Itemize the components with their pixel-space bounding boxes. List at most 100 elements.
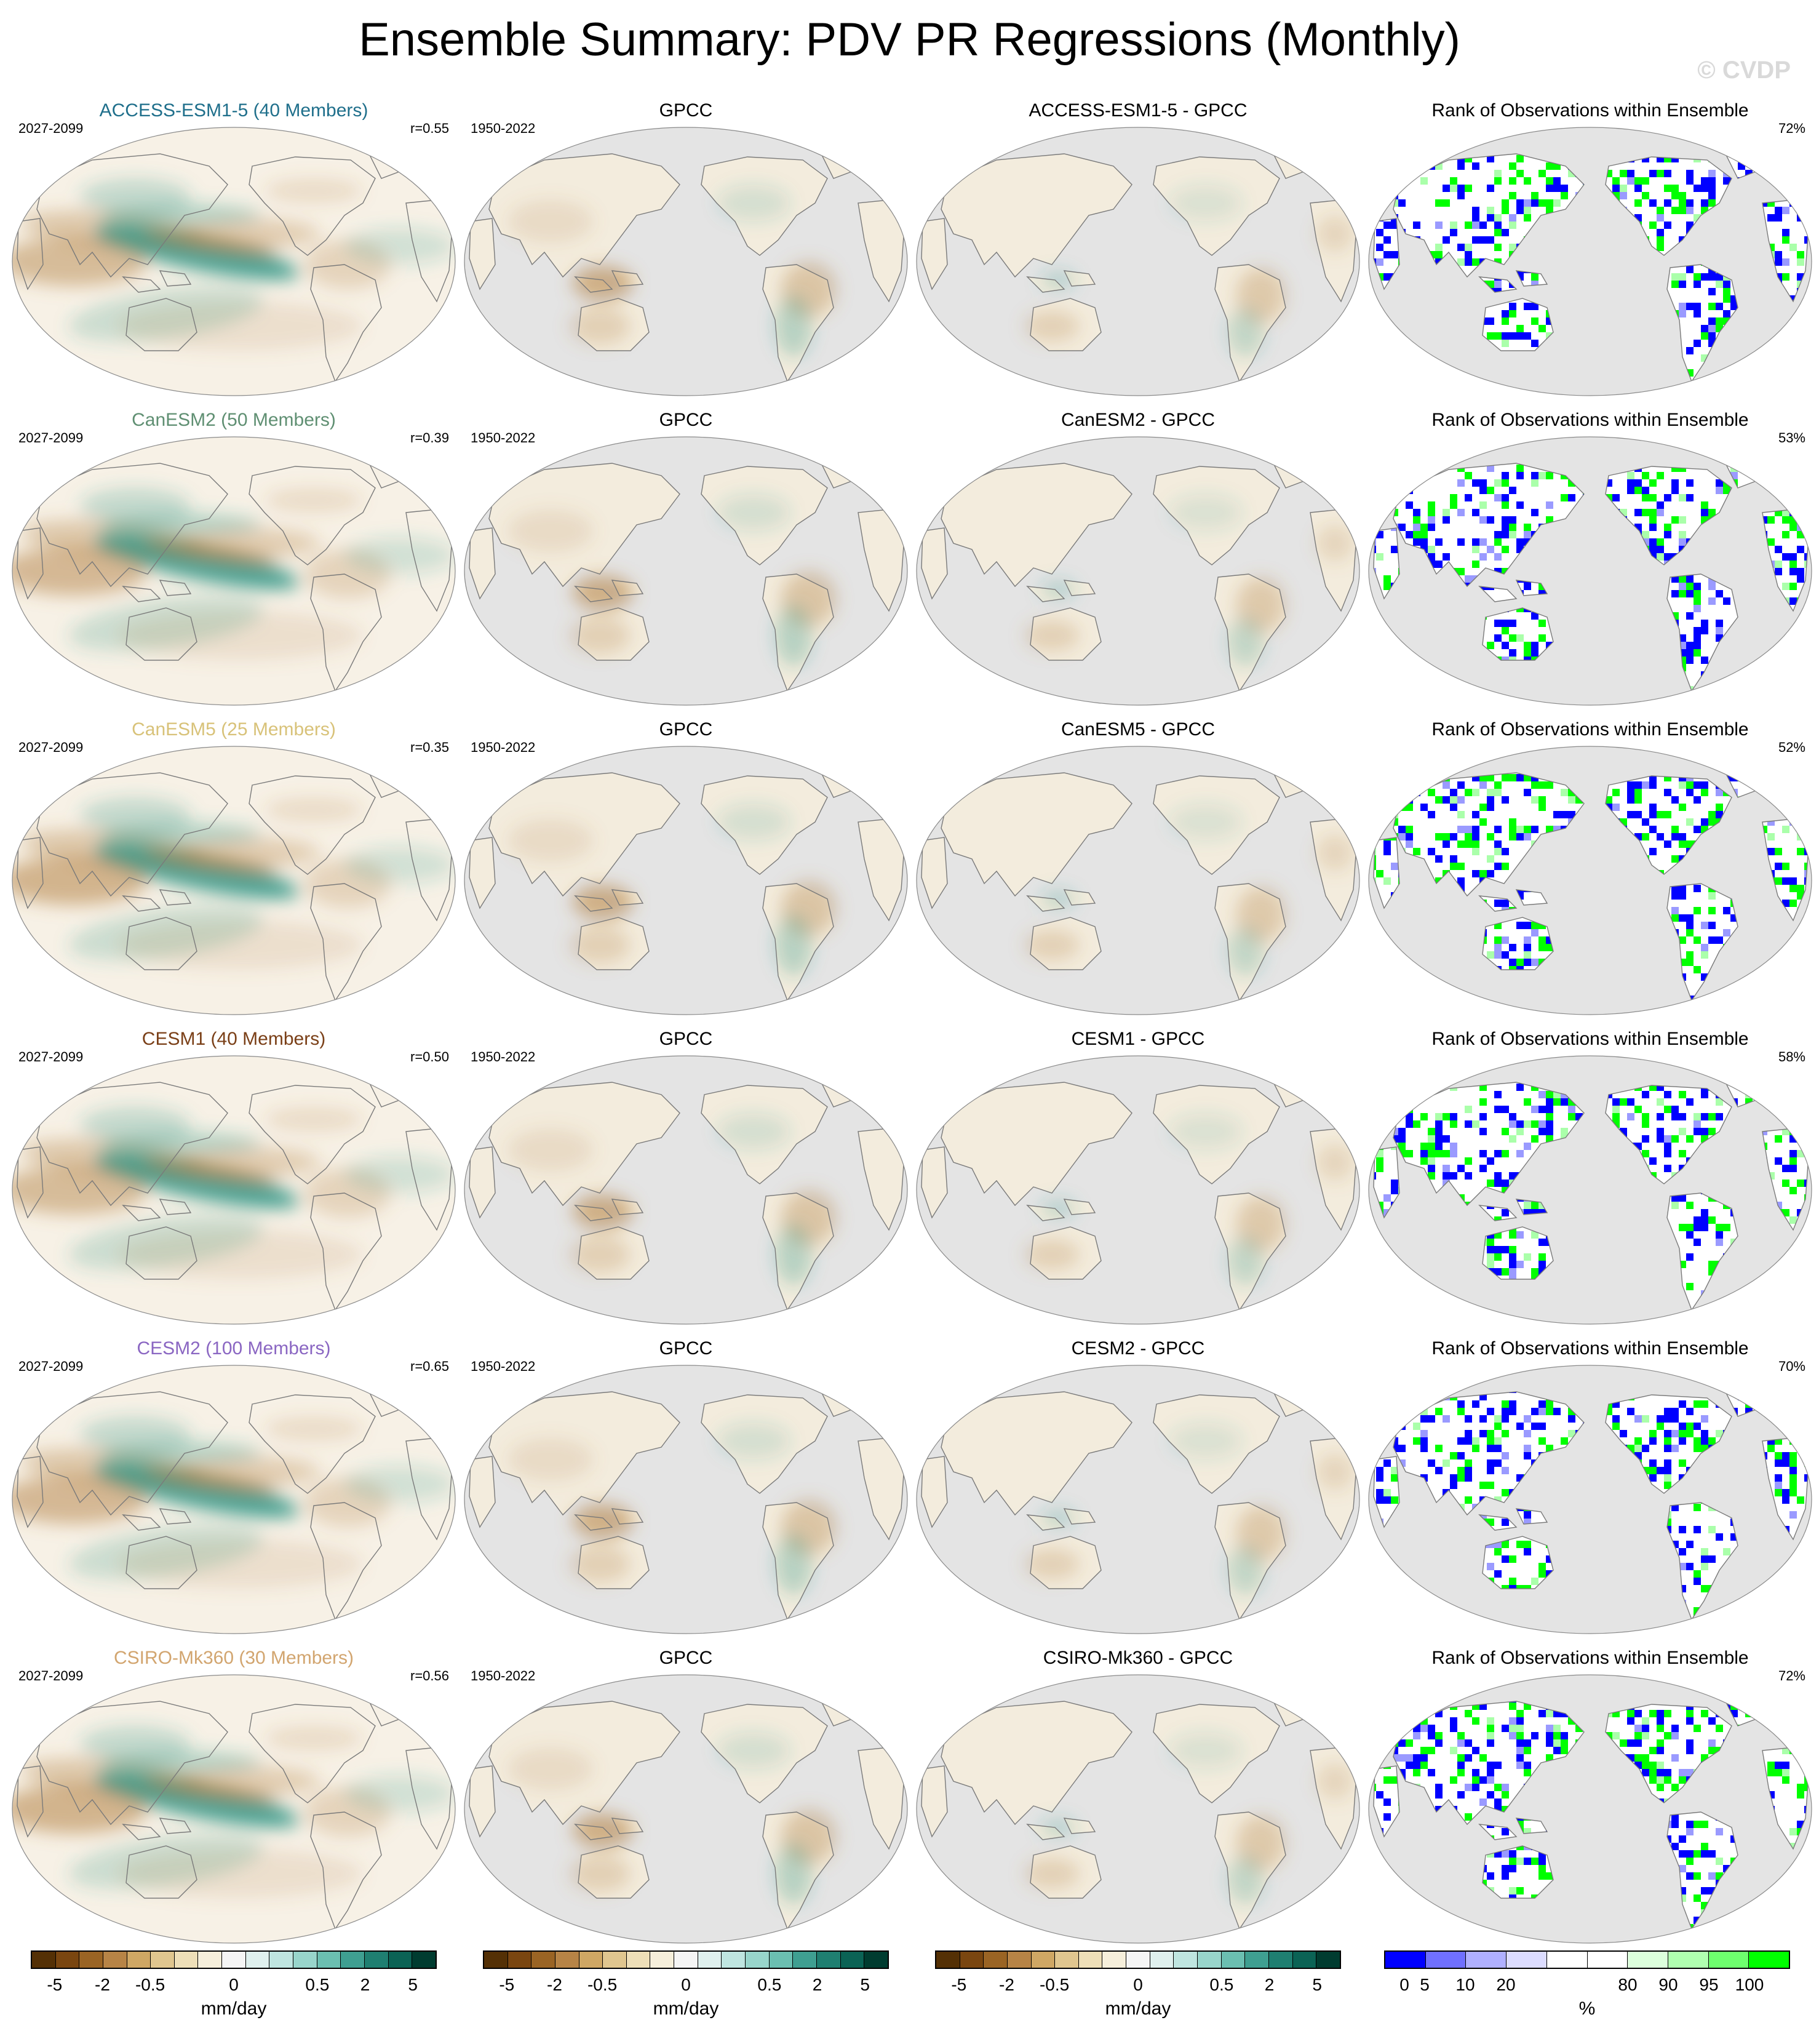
rank-cell <box>1531 199 1538 207</box>
rank-cell <box>1435 1467 1443 1474</box>
rank-cell <box>1767 516 1775 524</box>
rank-cell <box>1374 303 1376 310</box>
rank-cell <box>1531 509 1538 516</box>
rank-cell <box>1457 686 1465 691</box>
rank-cell <box>1450 1607 1457 1615</box>
rank-cell <box>1398 1887 1406 1894</box>
rank-cell <box>1487 1769 1494 1776</box>
rank-cell <box>1413 531 1420 538</box>
rank-cell <box>1502 1150 1509 1157</box>
rank-cell <box>1376 620 1383 627</box>
diff-panel: CSIRO-Mk360 - GPCC <box>910 1646 1366 1954</box>
rank-cell <box>1782 340 1789 347</box>
rank-cell <box>1413 155 1420 162</box>
rank-cell <box>1509 1135 1516 1143</box>
rank-cell <box>1612 185 1620 192</box>
coastline <box>611 580 644 596</box>
rank-cell <box>1487 1445 1494 1452</box>
rank-cell <box>1538 1408 1546 1415</box>
rank-cell <box>1494 170 1502 177</box>
rank-cell <box>1450 863 1457 870</box>
rank-cell <box>1708 1261 1716 1268</box>
rank-cell <box>1383 472 1391 479</box>
rank-cell <box>1701 620 1708 627</box>
rank-cell <box>1642 192 1649 199</box>
rank-cell <box>1494 214 1502 222</box>
rank-cell <box>1730 770 1738 774</box>
rank-cell <box>1494 1798 1502 1806</box>
rank-cell <box>1383 1798 1391 1806</box>
rank-percent: 52% <box>1778 740 1805 755</box>
rank-cell <box>1472 1784 1479 1791</box>
wet-anomaly <box>344 228 455 265</box>
rank-cell <box>1413 509 1420 516</box>
rank-cell <box>1509 649 1516 657</box>
coastline <box>249 775 376 875</box>
rank-cell <box>1516 1747 1524 1754</box>
rank-cell <box>1420 1725 1428 1732</box>
coastline <box>574 1205 613 1221</box>
rank-cell <box>1376 870 1383 877</box>
dry-anomaly <box>572 1194 634 1229</box>
colorbar-box <box>1586 1952 1628 1968</box>
rank-cell <box>1789 1880 1797 1887</box>
rank-cell <box>1797 1548 1804 1555</box>
rank-cell <box>1767 1762 1775 1769</box>
rank-cell <box>1502 1452 1509 1459</box>
rank-cell <box>1435 199 1443 207</box>
rank-cell <box>1745 1298 1753 1305</box>
pattern-correlation: r=0.56 <box>410 1668 449 1683</box>
rank-cell <box>1450 177 1457 185</box>
rank-cell <box>1775 487 1782 494</box>
rank-cell <box>1538 1253 1546 1261</box>
globe-outline <box>916 127 1360 396</box>
dry-anomaly <box>185 1148 320 1177</box>
land-shape <box>941 773 1132 896</box>
rank-cell <box>1435 1698 1443 1703</box>
rank-cell <box>1760 162 1767 170</box>
land-shape <box>858 509 904 611</box>
rank-cell <box>1450 1298 1457 1305</box>
rank-cell <box>1694 1216 1701 1224</box>
rank-cell <box>1679 1526 1686 1533</box>
rank-cell <box>1553 185 1561 192</box>
wet-anomaly <box>94 1772 300 1827</box>
rank-cell <box>1509 244 1516 251</box>
rank-cell <box>1797 818 1804 826</box>
rank-cell <box>1797 1400 1804 1408</box>
rank-cell <box>1450 1113 1457 1120</box>
rank-cell <box>1775 686 1782 691</box>
rank-cell <box>1479 1312 1487 1320</box>
rank-cell <box>1374 973 1376 981</box>
rank-cell <box>1649 1747 1657 1754</box>
rank-cell <box>1789 369 1797 377</box>
rank-cell <box>1374 855 1376 863</box>
rank-cell <box>1443 1150 1450 1157</box>
rank-cell <box>1487 1467 1494 1474</box>
rank-cell <box>1374 863 1376 870</box>
rank-cell <box>1502 796 1509 804</box>
coastline <box>17 218 44 290</box>
rank-cell <box>1738 774 1745 781</box>
rank-cell <box>1679 310 1686 317</box>
colorbar-tick-label: -0.5 <box>587 1975 618 1994</box>
rank-cell <box>1701 818 1708 826</box>
rank-cell <box>1502 1519 1509 1526</box>
rank-cell <box>1391 1180 1398 1187</box>
colorbar-box <box>626 1952 650 1968</box>
rank-cell <box>1457 162 1465 170</box>
panel-period: 2027-2099 <box>18 430 84 445</box>
model-map <box>12 127 456 396</box>
rank-cell <box>1649 804 1657 811</box>
colorbar-tick-label: 2 <box>812 1975 822 1994</box>
coastline <box>488 1391 680 1516</box>
rank-cell <box>1708 288 1716 295</box>
rank-cell <box>1775 1710 1782 1717</box>
page-title: Ensemble Summary: PDV PR Regressions (Mo… <box>359 14 1460 66</box>
rank-cell <box>1413 1762 1420 1769</box>
rank-cell <box>1789 377 1797 381</box>
colorbar-diff: -5 -2 -0.5 0 0.5 2 5 mm/day <box>935 1950 1341 2037</box>
rank-cell <box>1538 1106 1546 1113</box>
rank-cell <box>1738 1393 1745 1400</box>
rank-cell <box>1374 996 1376 1000</box>
